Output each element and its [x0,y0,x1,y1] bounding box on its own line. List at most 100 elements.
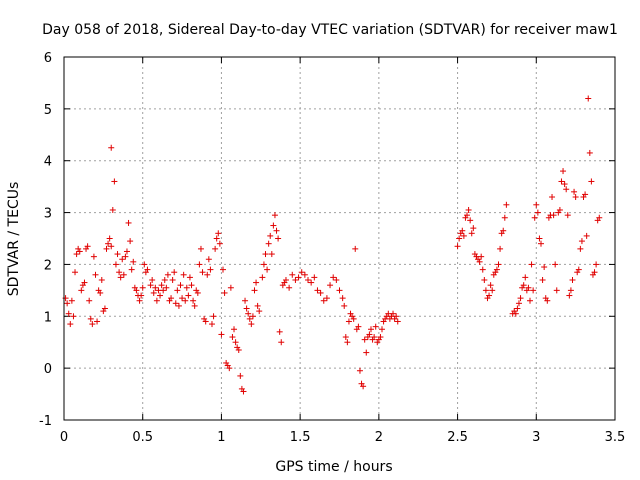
data-point [152,284,159,291]
data-point [566,292,573,299]
x-tick-label: 1 [217,430,225,445]
data-point [210,313,217,320]
data-point [486,292,493,299]
data-point [183,284,190,291]
data-point [227,284,234,291]
data-point [136,297,143,304]
data-point [286,284,293,291]
data-point [190,297,197,304]
data-point [575,266,582,273]
data-point [108,144,115,151]
data-point [90,253,97,260]
data-point [249,313,256,320]
data-point [128,266,135,273]
data-point [454,243,461,250]
data-point [503,201,510,208]
data-point [456,235,463,242]
data-point [232,339,239,346]
data-point [379,326,386,333]
data-point [171,269,178,276]
data-point [377,334,384,341]
data-point [182,297,189,304]
data-point [248,321,255,328]
data-points [62,95,603,395]
data-point [117,274,124,281]
data-point [333,276,340,283]
data-point [470,225,477,232]
y-axis-label: SDTVAR / TECUs [6,182,22,297]
data-point [158,282,165,289]
data-point [169,276,176,283]
data-point [550,212,557,219]
y-tick-label: 2 [44,258,52,273]
data-point [179,295,186,302]
data-point [97,289,104,296]
data-point [64,300,71,307]
data-point [273,227,280,234]
data-point [177,282,184,289]
data-point [186,274,193,281]
data-point [582,191,589,198]
data-point [530,287,537,294]
data-point [103,245,110,252]
data-point [89,321,96,328]
data-point [355,323,362,330]
y-tick-label: 1 [44,310,52,325]
data-point [194,289,201,296]
data-point [81,279,88,286]
data-point [70,313,77,320]
data-point [352,245,359,252]
data-point [481,276,488,283]
data-point [308,279,315,286]
y-tick-label: 4 [44,155,52,170]
data-point [500,227,507,234]
data-point [571,188,578,195]
data-point [87,315,94,322]
data-point [363,349,370,356]
x-axis-label: GPS time / hours [275,459,392,475]
data-point [549,194,556,201]
y-tick-label: -1 [39,414,52,429]
data-point [106,235,113,242]
data-point [467,217,474,224]
data-point [116,269,123,276]
data-point [585,95,592,102]
data-point [295,274,302,281]
data-point [147,282,154,289]
data-point [150,289,157,296]
data-point [482,287,489,294]
data-point [185,292,192,299]
data-point [588,178,595,185]
data-point [478,253,485,260]
data-point [558,178,565,185]
data-point [330,274,337,281]
data-point [112,261,119,268]
x-tick-label: 2.5 [447,430,468,445]
data-point [72,269,79,276]
data-point [92,271,99,278]
data-point [341,302,348,309]
data-point [560,168,567,175]
x-tick-label: 0 [60,430,68,445]
y-tick-label: 5 [44,103,52,118]
data-point [262,251,269,258]
data-point [512,310,519,317]
data-point [541,264,548,271]
data-point [520,282,527,289]
data-point [501,214,508,221]
data-point [345,318,352,325]
data-point [564,212,571,219]
data-point [259,274,266,281]
y-tick-label: 6 [44,51,52,66]
data-point [536,235,543,242]
data-point [366,331,373,338]
data-point [361,336,368,343]
data-point [125,219,132,226]
data-point [163,284,170,291]
data-point [267,232,274,239]
data-point [282,276,289,283]
data-point [465,206,472,213]
data-point [342,334,349,341]
